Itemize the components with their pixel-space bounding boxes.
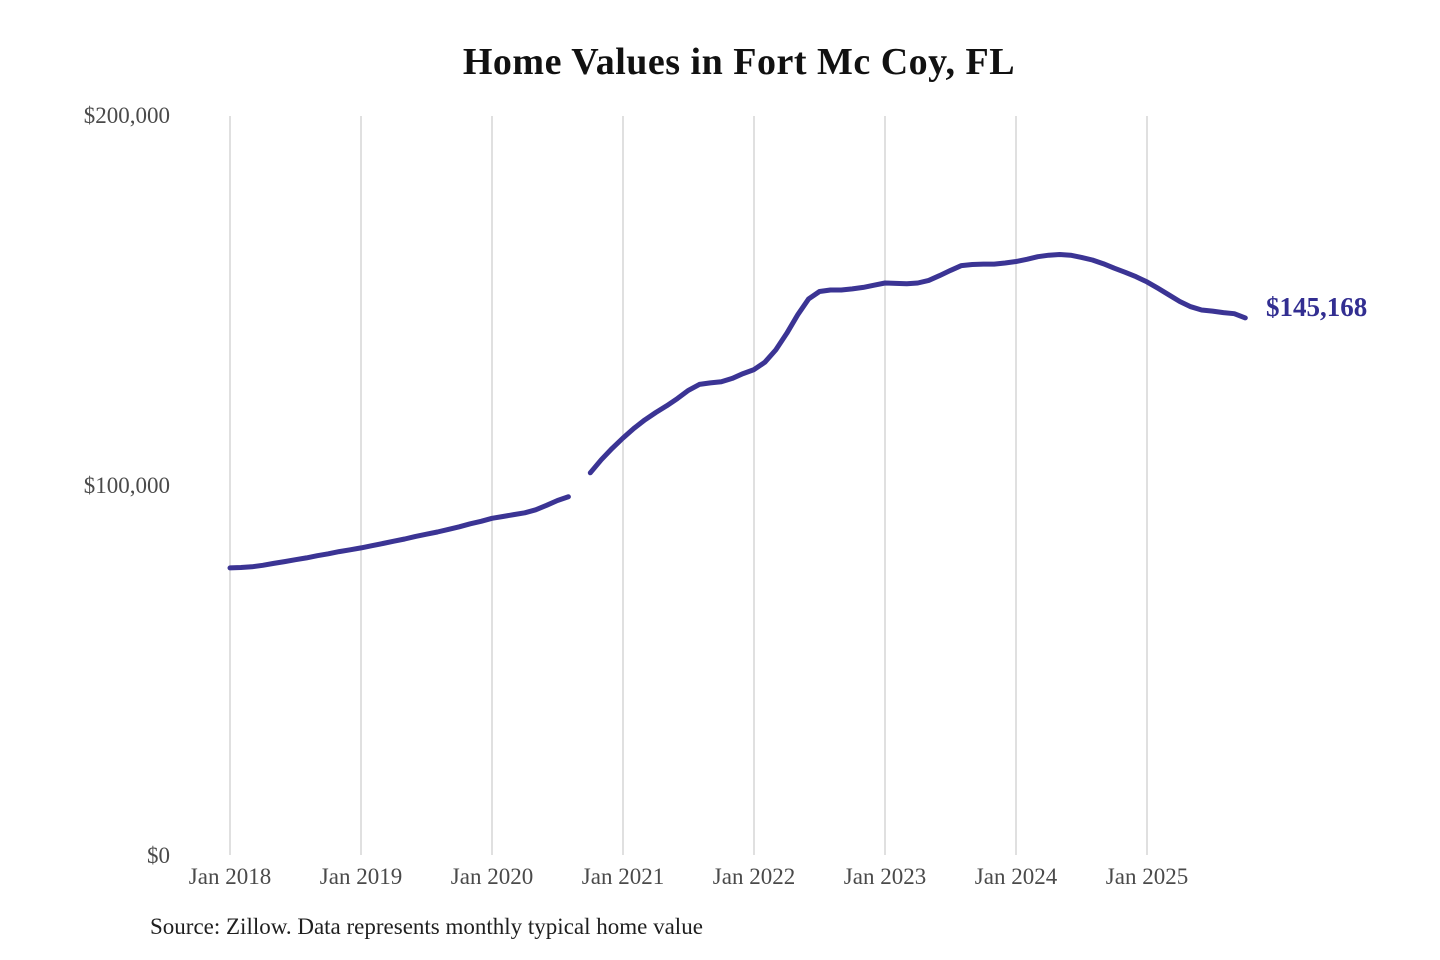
y-tick-label: $200,000	[84, 103, 170, 128]
x-tick-label: Jan 2023	[844, 864, 926, 889]
source-note: Source: Zillow. Data represents monthly …	[150, 914, 703, 939]
year-gridlines	[229, 116, 1148, 855]
x-axis-labels: Jan 2018 Jan 2019 Jan 2020 Jan 2021 Jan 2022…	[189, 864, 1188, 889]
x-tick-label: Jan 2019	[320, 864, 402, 889]
x-tick-label: Jan 2024	[975, 864, 1058, 889]
x-tick-label: Jan 2025	[1106, 864, 1188, 889]
chart-title: Home Values in Fort Mc Coy, FL	[462, 41, 1016, 83]
y-axis-labels: $0 $100,000 $200,000	[84, 103, 170, 868]
y-tick-label: $100,000	[84, 473, 170, 498]
y-tick-label: $0	[147, 843, 170, 868]
x-tick-label: Jan 2021	[582, 864, 664, 889]
home-value-line	[227, 252, 1248, 571]
x-tick-label: Jan 2022	[713, 864, 795, 889]
current-value-label: $145,168	[1266, 292, 1367, 322]
x-tick-label: Jan 2018	[189, 864, 271, 889]
x-tick-label: Jan 2020	[451, 864, 533, 889]
